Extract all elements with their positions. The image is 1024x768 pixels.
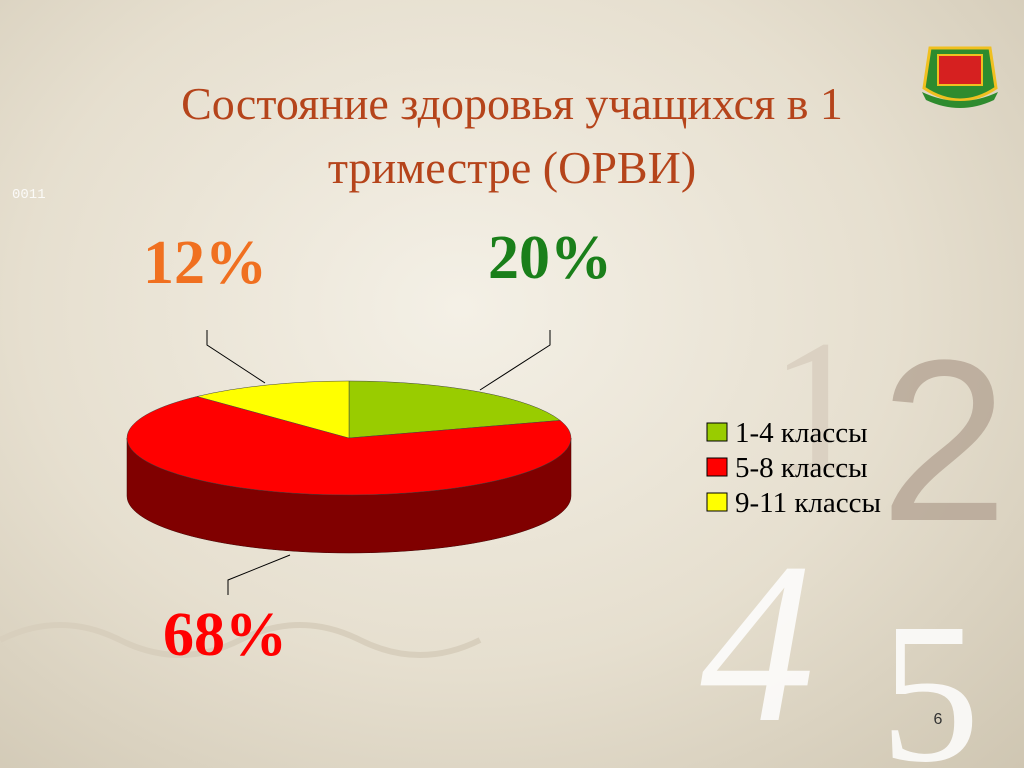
data-label: 20% [488,224,612,292]
leader-line [206,330,266,384]
chart-title: Состояние здоровья учащихся в 1 триместр… [181,78,843,193]
leader-line [227,554,291,595]
decor-text: 1 [770,302,865,512]
data-label: 12% [143,229,267,297]
legend-swatch [706,457,728,477]
slice [348,380,561,439]
leader-line [479,330,551,391]
decor-text: 0011 [12,187,46,203]
slice [196,380,350,439]
legend-swatch [706,422,728,442]
slide-number: 6 [934,711,943,728]
data-label: 68% [163,601,287,669]
legend-label: 1-4 классы [735,417,868,449]
decor-text: 5 [880,583,980,768]
decor-text: 4 [700,515,815,768]
legend-label: 5-8 классы [735,452,868,484]
slice [126,396,572,496]
decor-wave [0,622,482,658]
decor-text: 2 [880,312,1008,569]
legend-swatch [706,492,728,512]
logo [922,46,998,108]
legend-label: 9-11 классы [735,487,881,519]
